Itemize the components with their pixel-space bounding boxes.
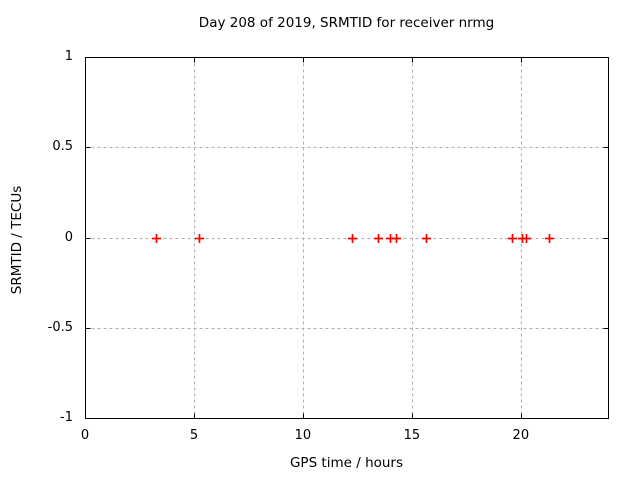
x-tick-label: 20 <box>512 428 530 443</box>
chart-title: Day 208 of 2019, SRMTID for receiver nrm… <box>198 15 495 31</box>
data-point-marker <box>348 234 357 243</box>
y-tick-label: -0.5 <box>47 319 73 335</box>
data-point-marker <box>374 234 383 243</box>
x-tick-label: 0 <box>80 428 90 443</box>
data-point-marker <box>545 234 554 243</box>
data-point-marker <box>508 234 517 243</box>
x-tick-label: 15 <box>403 428 421 443</box>
y-tick-label: 1 <box>64 49 73 64</box>
data-point-marker <box>422 234 431 243</box>
data-point-marker <box>392 234 401 243</box>
y-tick-label: 0 <box>64 229 73 245</box>
x-tick-label: 5 <box>189 428 199 443</box>
data-point-marker <box>522 234 531 243</box>
y-tick-label: 0.5 <box>52 139 73 155</box>
data-point-marker <box>152 234 161 243</box>
x-axis-title: GPS time / hours <box>289 455 404 471</box>
x-tick-label: 10 <box>294 428 312 443</box>
y-tick-label: -1 <box>60 410 73 425</box>
data-point-marker <box>195 234 204 243</box>
